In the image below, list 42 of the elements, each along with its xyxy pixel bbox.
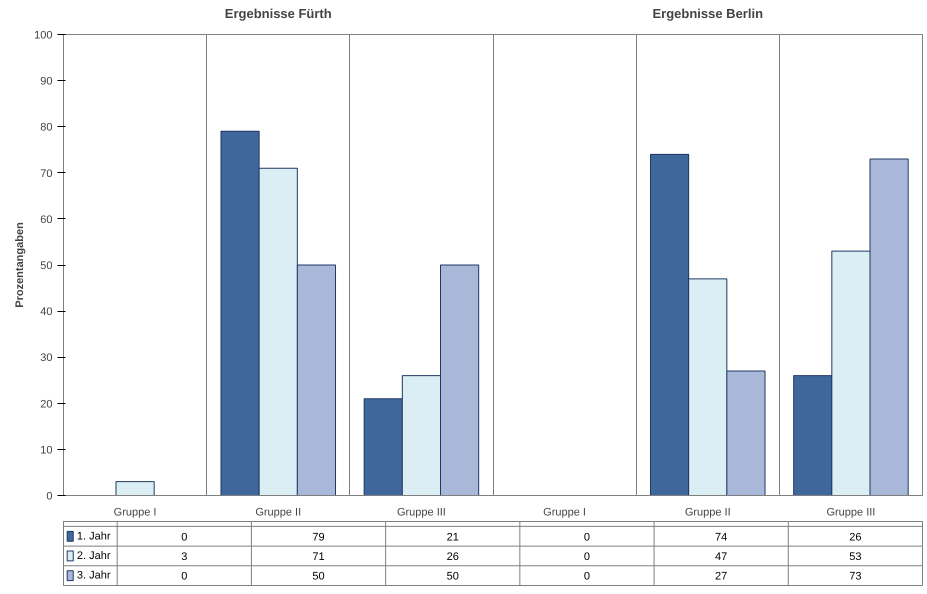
data-label: 26: [849, 531, 862, 544]
data-label: 47: [715, 550, 728, 563]
x-tick-label: Gruppe II: [255, 506, 302, 518]
legend-label: 1. Jahr: [76, 530, 111, 542]
data-label: 79: [312, 531, 325, 544]
legend-label: 2. Jahr: [76, 550, 111, 562]
y-tick-label: 100: [34, 30, 53, 42]
y-tick-label: 50: [40, 260, 53, 272]
y-tick-label: 0: [46, 490, 53, 502]
data-label: 53: [849, 550, 862, 563]
data-label: 0: [584, 531, 590, 544]
y-tick-label: 90: [40, 76, 53, 88]
data-label: 27: [715, 570, 728, 583]
x-tick-label: Gruppe II: [684, 506, 731, 518]
legend-label: 3. Jahr: [76, 570, 111, 582]
y-tick-label: 60: [40, 214, 53, 226]
data-label: 0: [181, 531, 188, 544]
data-label: 50: [312, 570, 325, 583]
data-label: 0: [181, 570, 188, 583]
data-label: 71: [312, 550, 325, 563]
y-tick-label: 10: [40, 444, 53, 456]
y-tick-label: 70: [40, 168, 53, 180]
y-tick-label: 40: [40, 306, 53, 318]
data-label: 50: [446, 570, 459, 583]
data-label: 21: [446, 531, 459, 544]
y-axis-title: Prozentangaben: [14, 222, 26, 308]
data-label: 26: [446, 550, 459, 563]
y-tick-label: 20: [40, 398, 53, 410]
x-tick-label: Gruppe III: [396, 506, 446, 518]
data-label: 0: [584, 570, 590, 583]
data-label: 0: [584, 550, 590, 563]
data-label: 74: [715, 531, 728, 544]
y-tick-label: 30: [40, 352, 53, 364]
data-label: 73: [849, 570, 862, 583]
x-tick-label: Gruppe I: [114, 506, 156, 518]
text: Ergebnisse Berlin: [652, 6, 764, 21]
y-tick-label: 80: [40, 122, 53, 134]
x-tick-label: Gruppe I: [543, 506, 586, 518]
data-label: 3: [181, 550, 188, 563]
x-tick-label: Gruppe III: [826, 506, 876, 518]
bar: [115, 481, 155, 496]
text: Ergebnisse Fürth: [224, 6, 332, 21]
